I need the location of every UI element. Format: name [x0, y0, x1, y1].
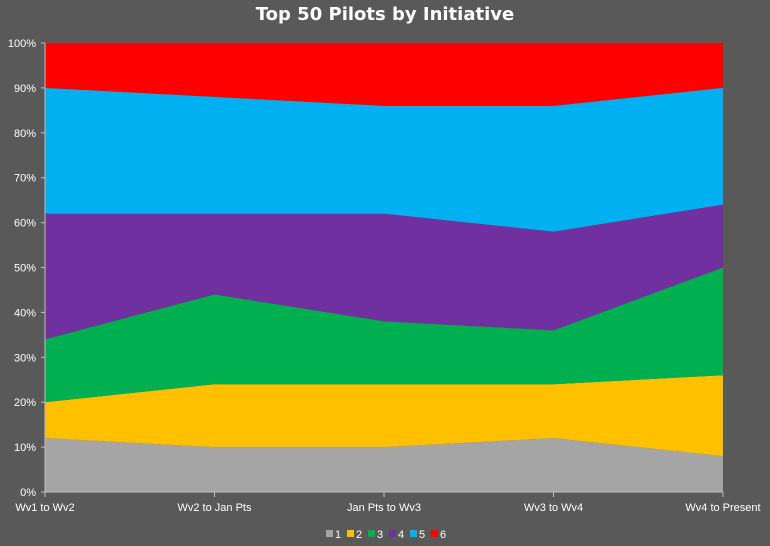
y-tick-label: 10% [14, 442, 36, 454]
legend-label-4: 4 [398, 529, 404, 541]
legend-label-6: 6 [440, 529, 446, 541]
chart-title: Top 50 Pilots by Initiative [256, 4, 514, 25]
area-series-6 [45, 43, 723, 106]
area-series-3 [45, 267, 723, 403]
y-tick-label: 50% [14, 263, 36, 275]
y-tick-label: 100% [8, 38, 36, 50]
y-tick-label: 80% [14, 128, 36, 140]
legend-label-3: 3 [377, 529, 383, 541]
x-tick-label: Wv1 to Wv2 [15, 502, 74, 514]
legend-swatch-5 [410, 530, 417, 537]
area-series-5 [45, 87, 723, 232]
area-series-4 [45, 204, 723, 340]
x-tick-label: Wv4 to Present [685, 502, 760, 514]
legend-swatch-3 [368, 530, 375, 537]
plot-areas [45, 43, 723, 492]
legend: 1 2 3 4 5 6 [326, 529, 446, 541]
legend-swatch-6 [431, 530, 438, 537]
x-tick-label: Jan Pts to Wv3 [347, 502, 421, 514]
y-tick-label: 0% [20, 487, 36, 499]
area-series-2 [45, 375, 723, 457]
y-tick-label: 20% [14, 397, 36, 409]
x-tick-label: Wv3 to Wv4 [524, 502, 583, 514]
legend-swatch-1 [326, 530, 333, 537]
legend-swatch-2 [347, 530, 354, 537]
y-tick-label: 40% [14, 307, 36, 319]
legend-swatch-4 [389, 530, 396, 537]
y-tick-label: 70% [14, 173, 36, 185]
axes: 0% 10% 20% 30% 40% 50% 60% 70% 80% 90% 100% Wv1 to … [8, 38, 761, 514]
area-series-1 [45, 438, 723, 492]
legend-label-1: 1 [335, 529, 341, 541]
y-tick-label: 90% [14, 83, 36, 95]
legend-label-5: 5 [419, 529, 425, 541]
x-tick-label: Wv2 to Jan Pts [178, 502, 252, 514]
legend-label-2: 2 [356, 529, 362, 541]
y-tick-label: 60% [14, 218, 36, 230]
y-tick-label: 30% [14, 352, 36, 364]
